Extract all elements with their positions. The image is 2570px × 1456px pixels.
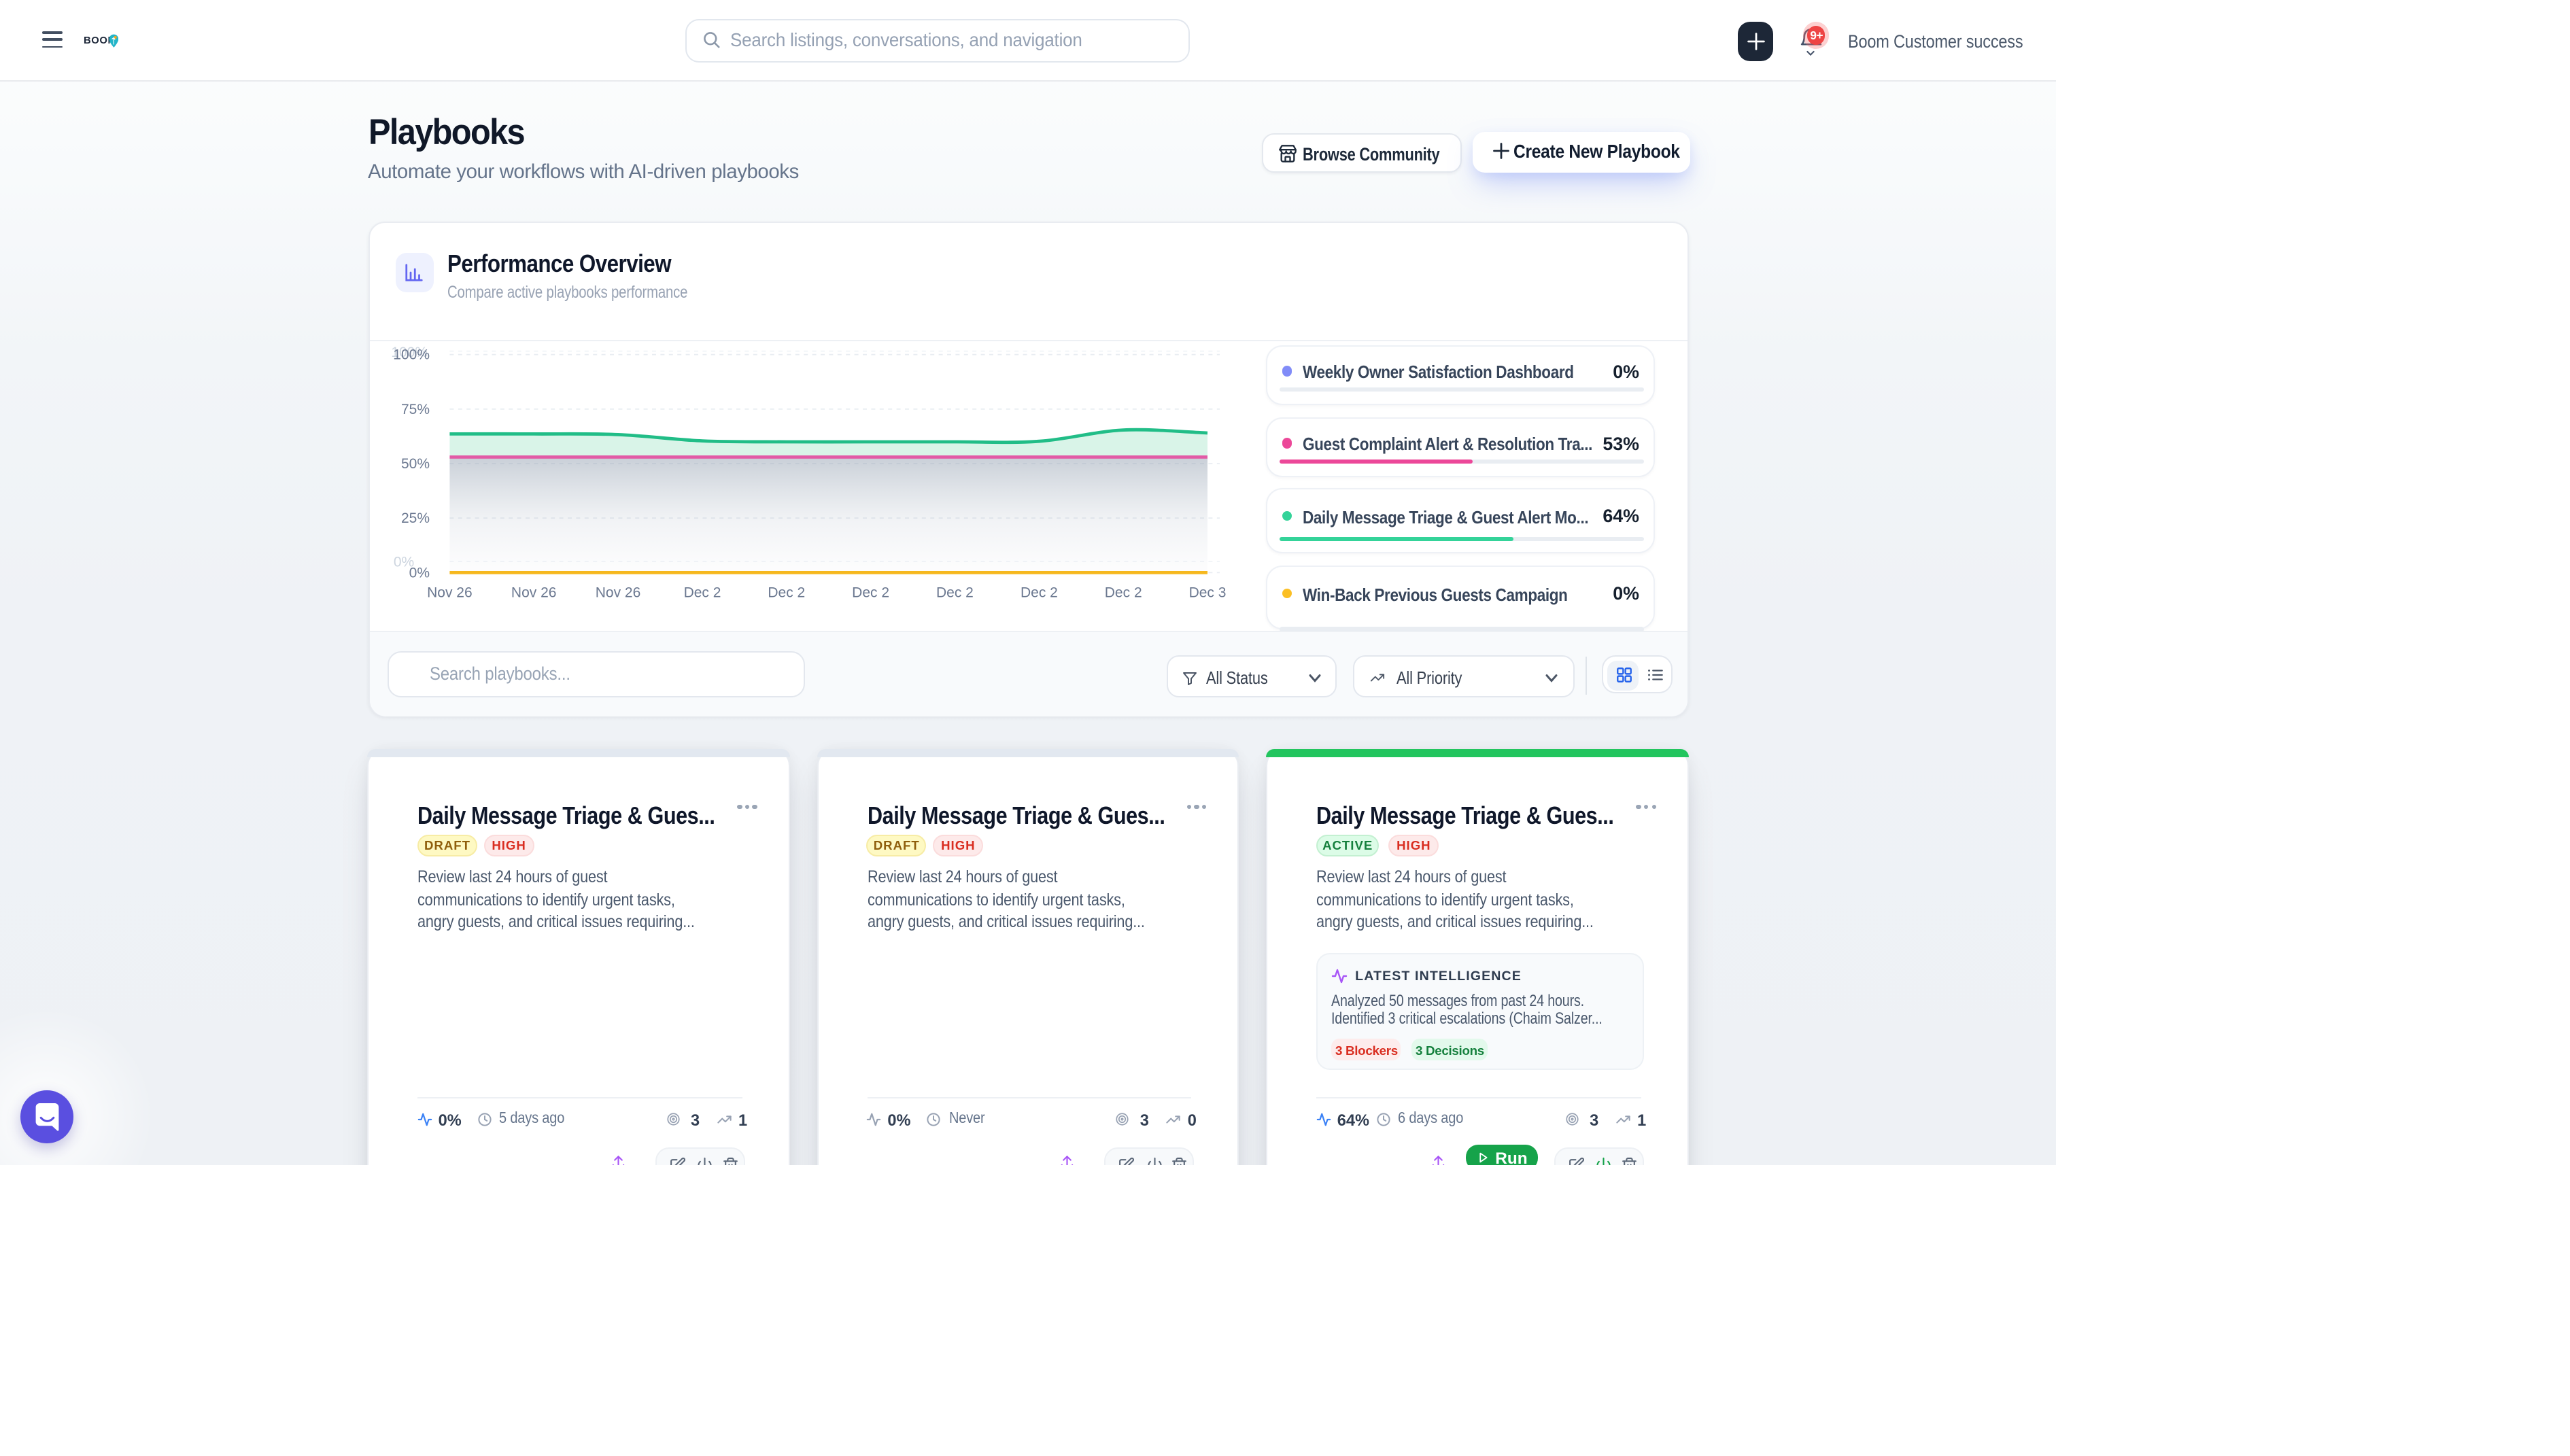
svg-text:Nov 26: Nov 26 [426,585,472,601]
svg-text:0%: 0% [393,555,413,570]
svg-text:Dec 2: Dec 2 [767,585,804,601]
svg-text:100%: 100% [392,347,429,363]
svg-text:Nov 26: Nov 26 [595,585,640,601]
svg-text:Dec 3: Dec 3 [1188,585,1226,601]
svg-text:Dec 2: Dec 2 [1104,585,1142,601]
svg-text:Dec 2: Dec 2 [851,585,889,601]
svg-text:75%: 75% [400,402,429,417]
svg-text:100%: 100% [390,345,427,360]
svg-text:Dec 2: Dec 2 [936,585,973,601]
svg-text:Nov 26: Nov 26 [511,585,556,601]
svg-text:0%: 0% [409,565,429,580]
svg-text:Dec 2: Dec 2 [683,585,721,601]
svg-text:Dec 2: Dec 2 [1020,585,1057,601]
svg-text:50%: 50% [400,456,429,472]
svg-text:25%: 25% [400,510,429,526]
